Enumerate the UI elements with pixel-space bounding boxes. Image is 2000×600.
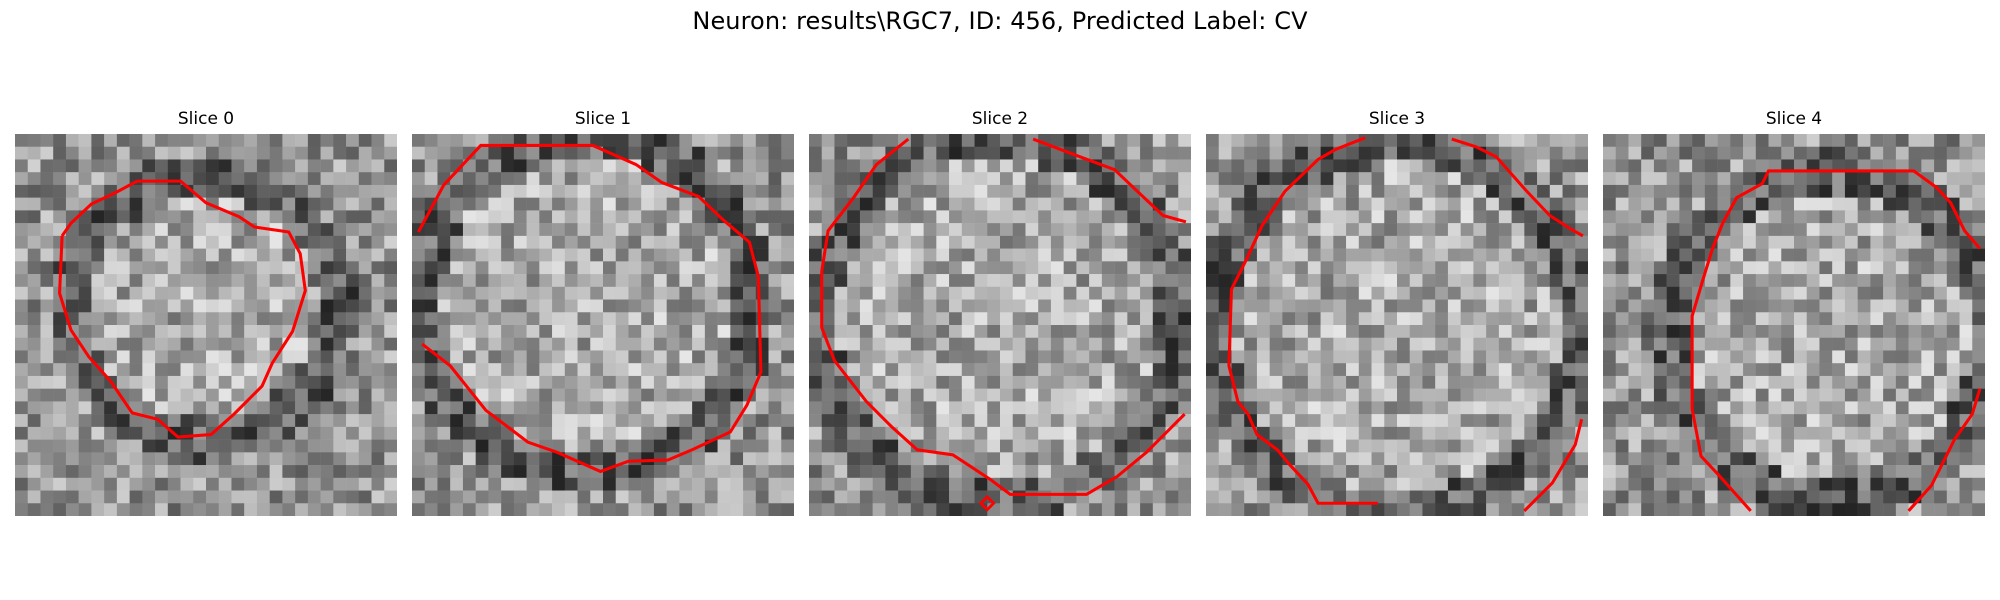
slice-panel-4: Slice 4 — [1603, 108, 1985, 520]
slice-title-4: Slice 4 — [1603, 108, 1985, 130]
slice-image-2 — [809, 134, 1191, 516]
slice-title-1: Slice 1 — [412, 108, 794, 130]
slice-pixels-0 — [15, 134, 397, 516]
slice-panel-2: Slice 2 — [809, 108, 1191, 520]
slice-panel-1: Slice 1 — [412, 108, 794, 520]
slice-title-3: Slice 3 — [1206, 108, 1588, 130]
slice-title-2: Slice 2 — [809, 108, 1191, 130]
slice-pixels-3 — [1206, 134, 1588, 516]
slice-pixels-1 — [412, 134, 794, 516]
slice-panel-3: Slice 3 — [1206, 108, 1588, 520]
slice-title-0: Slice 0 — [15, 108, 397, 130]
slice-pixels-2 — [809, 134, 1191, 516]
slice-pixels-4 — [1603, 134, 1985, 516]
figure-title: Neuron: results\RGC7, ID: 456, Predicted… — [0, 6, 2000, 36]
slice-image-0 — [15, 134, 397, 516]
slice-panel-0: Slice 0 — [15, 108, 397, 520]
slice-image-4 — [1603, 134, 1985, 516]
slice-image-1 — [412, 134, 794, 516]
slice-image-3 — [1206, 134, 1588, 516]
